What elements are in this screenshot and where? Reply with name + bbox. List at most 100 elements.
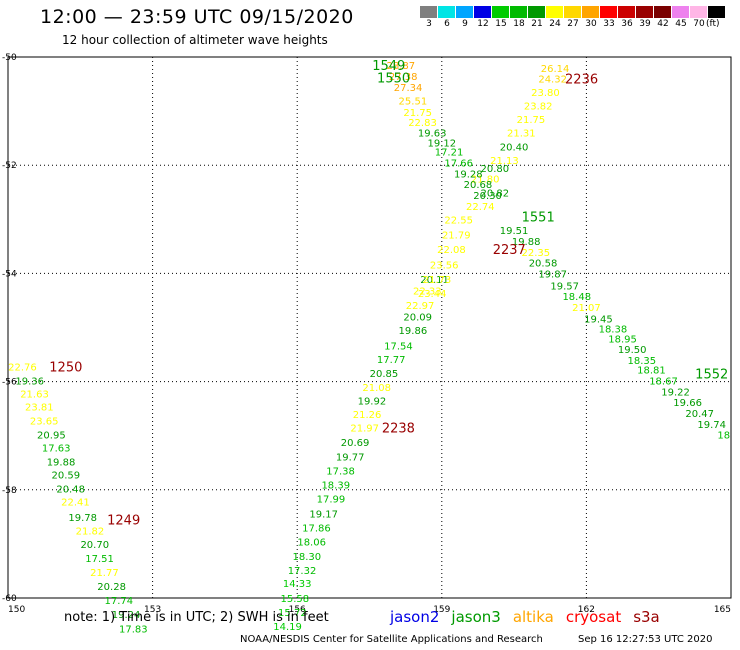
wave-height-value: 22.74 — [466, 202, 495, 213]
wave-height-value: 17.54 — [384, 341, 413, 352]
wave-height-value: 18.95 — [608, 334, 637, 345]
wave-height-value: 19.74 — [697, 420, 726, 431]
pass-time-label: 1550 — [377, 72, 410, 87]
scale-swatch — [672, 6, 690, 18]
x-tick-label: 162 — [578, 605, 595, 615]
credit-line: NOAA/NESDIS Center for Satellite Applica… — [240, 634, 543, 645]
wave-height-value: 18.30 — [293, 552, 322, 563]
wave-height-value: 22.08 — [437, 245, 466, 256]
wave-height-value: 18.39 — [321, 480, 350, 491]
satellite-s3a: s3a — [633, 608, 660, 626]
wave-height-value: 20.68 — [464, 180, 493, 191]
wave-height-value: 17.77 — [377, 355, 406, 366]
wave-height-value: 17.38 — [326, 466, 355, 477]
scale-cell: 39 — [636, 6, 654, 29]
pass-time-label: 2238 — [382, 422, 415, 437]
scale-unit: (ft) — [706, 19, 720, 29]
wave-height-value: 20.30 — [473, 191, 502, 202]
wave-height-value: 19.77 — [336, 452, 365, 463]
satellite-altika: altika — [512, 608, 554, 626]
wave-height-value: 19.66 — [673, 398, 702, 409]
wave-height-value: 19.17 — [309, 510, 338, 521]
wave-height-value: 19.92 — [358, 397, 387, 408]
satellite-cryosat: cryosat — [565, 608, 622, 626]
wave-height-value: 19.22 — [661, 387, 690, 398]
wave-height-value: 18 — [717, 431, 730, 442]
wave-height-value: 21.26 — [353, 410, 382, 421]
scale-cell: 45 — [672, 6, 690, 29]
wave-height-value: 20.28 — [97, 582, 126, 593]
x-tick-label: 156 — [289, 605, 306, 615]
wave-height-value: 18.81 — [637, 366, 666, 377]
wave-height-value: 19.88 — [47, 458, 76, 469]
wave-height-value: 19.12 — [427, 138, 456, 149]
wave-height-value: 20.59 — [52, 471, 81, 482]
scale-label: 33 — [603, 19, 615, 29]
scale-label: 21 — [531, 19, 543, 29]
scale-swatch — [510, 6, 528, 18]
wave-height-value: 17.63 — [42, 444, 71, 455]
scale-label: 15 — [495, 19, 507, 29]
wave-height-value: 20.48 — [56, 485, 85, 496]
pass-time-label: 1551 — [522, 211, 555, 226]
wave-height-value: 26.14 — [541, 64, 570, 75]
scale-label: 30 — [585, 19, 597, 29]
wave-height-value: 21.63 — [20, 390, 49, 401]
y-tick-label: -50 — [2, 53, 17, 63]
x-tick-label: 165 — [714, 605, 731, 615]
wave-height-value: 20.47 — [685, 409, 714, 420]
satellite-legend: jason2 jason3 altika cryosat s3a — [390, 608, 672, 626]
wave-height-value: 23.65 — [30, 417, 59, 428]
y-tick-label: -60 — [2, 594, 17, 604]
x-tick-label: 150 — [8, 605, 25, 615]
wave-height-value: 20.09 — [403, 313, 432, 324]
x-tick-label: 159 — [433, 605, 450, 615]
wave-height-value: 23.44 — [418, 289, 447, 300]
x-tick-label: 153 — [144, 605, 161, 615]
wave-height-value: 22.97 — [406, 301, 435, 312]
wave-height-value: 22.41 — [61, 498, 90, 509]
generation-timestamp: Sep 16 12:27:53 UTC 2020 — [578, 634, 713, 645]
scale-cell: 42 — [654, 6, 672, 29]
y-tick-label: -54 — [2, 269, 17, 279]
scale-cell: 18 — [510, 6, 528, 29]
pass-time-label: 2236 — [565, 73, 598, 88]
wave-height-value: 21.31 — [507, 129, 536, 140]
wave-height-value: 22.33 — [413, 287, 442, 298]
scale-label: 18 — [513, 19, 525, 29]
wave-height-value: 21.82 — [76, 526, 105, 537]
wave-height-value: 24.32 — [538, 75, 567, 86]
scale-label: 39 — [639, 19, 651, 29]
wave-height-color-scale: 3 6 9 12 15 18 21 24 27 30 33 36 39 42 45 70 — [420, 6, 726, 29]
scale-swatch — [690, 6, 708, 18]
wave-height-value: 20.82 — [480, 188, 509, 199]
scale-label: 6 — [444, 19, 450, 29]
scale-cell: 21 — [528, 6, 546, 29]
scale-label: 12 — [477, 19, 489, 29]
wave-height-value: 20.11 — [420, 275, 449, 286]
wave-height-value: 15.72 — [278, 608, 307, 619]
wave-height-value: 23.80 — [531, 88, 560, 99]
wave-height-value: 19.88 — [512, 237, 541, 248]
wave-height-value: 19.78 — [68, 513, 97, 524]
scale-cell: 27 — [564, 6, 582, 29]
scale-swatch — [546, 6, 564, 18]
map-title: 12:00 — 23:59 UTC 09/15/2020 — [40, 6, 354, 28]
scale-label: 45 — [675, 19, 687, 29]
pass-time-label: 1552 — [695, 367, 728, 382]
wave-height-value: 21.77 — [90, 568, 119, 579]
y-tick-label: -58 — [2, 486, 17, 496]
scale-swatch — [492, 6, 510, 18]
wave-height-value: 23.81 — [25, 402, 54, 413]
scale-label: 70 — [693, 19, 705, 29]
y-tick-label: -52 — [2, 161, 17, 171]
wave-height-value: 23.56 — [430, 261, 459, 272]
scale-cell: 36 — [618, 6, 636, 29]
scale-swatch — [456, 6, 474, 18]
wave-height-value: 19.86 — [399, 326, 428, 337]
wave-height-value: 18.06 — [297, 538, 326, 549]
wave-height-value: 19.24 — [112, 610, 141, 621]
scale-cell: 6 — [438, 6, 456, 29]
scale-swatch — [438, 6, 456, 18]
